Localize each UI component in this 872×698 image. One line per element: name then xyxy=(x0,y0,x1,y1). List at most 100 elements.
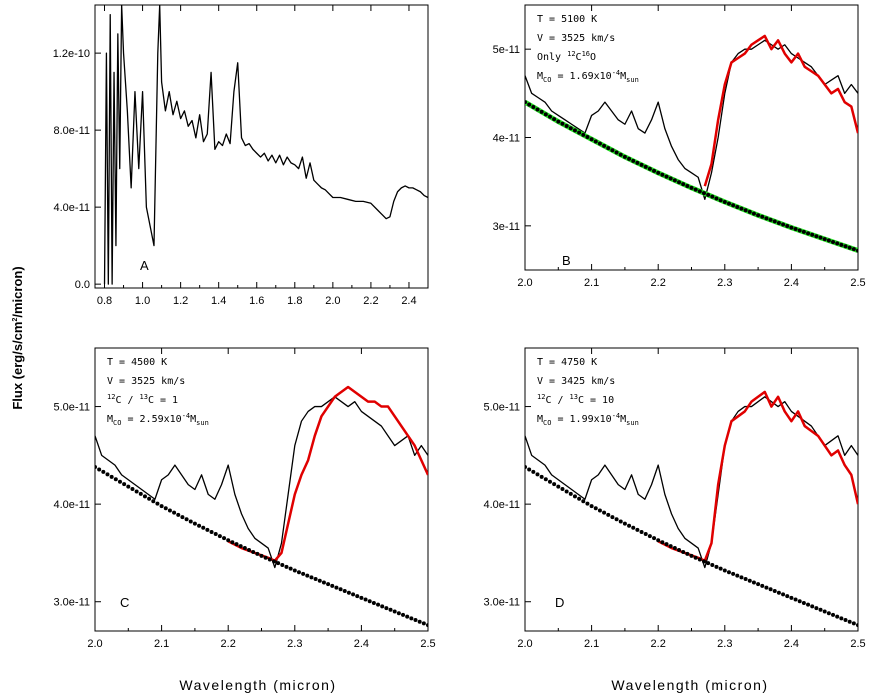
continuum-point xyxy=(826,611,831,616)
continuum-point xyxy=(639,162,644,167)
x-tick-label: 2.0 xyxy=(517,277,532,289)
continuum-point xyxy=(535,472,540,477)
continuum-point xyxy=(735,204,740,209)
annotation-mass-mid: = 1.99x10 xyxy=(551,414,611,425)
continuum-point xyxy=(751,580,756,585)
x-tick-label: 2.3 xyxy=(717,638,732,650)
continuum-point xyxy=(693,555,698,560)
continuum-point xyxy=(222,536,227,541)
continuum-point xyxy=(672,178,677,183)
x-tick-label: 2.1 xyxy=(584,638,599,650)
continuum-point xyxy=(764,216,769,221)
continuum-point xyxy=(756,582,761,587)
continuum-point xyxy=(710,194,715,199)
continuum-point xyxy=(714,564,719,569)
continuum-point xyxy=(276,561,281,566)
continuum-point xyxy=(793,597,798,602)
panel-label: D xyxy=(555,595,564,610)
continuum-point xyxy=(525,465,527,470)
continuum-point xyxy=(810,604,815,609)
continuum-point xyxy=(735,573,740,578)
continuum-point xyxy=(685,183,690,188)
continuum-point xyxy=(797,228,802,233)
continuum-point xyxy=(413,618,418,623)
continuum-point xyxy=(142,494,147,499)
y-axis-label: Flux (erg/s/cm2/micron) xyxy=(10,266,25,409)
plot-frame xyxy=(94,347,429,632)
continuum-point xyxy=(793,227,798,232)
panel-a: 0.8 1.0 1.2 1.4 1.6 1.8 2.0 2.2 2.4 0.0 4.0e-11 8.0… xyxy=(53,4,429,307)
continuum-point xyxy=(776,220,781,225)
continuum-point xyxy=(660,540,665,545)
continuum-point xyxy=(572,494,577,499)
continuum-point xyxy=(751,211,756,216)
continuum-point xyxy=(597,141,602,146)
continuum-point xyxy=(743,577,748,582)
panel-c: 2.0 2.1 2.2 2.3 2.4 2.5 3.0e-11 4.0e-11 5.0e-11 C… xyxy=(54,347,436,650)
annotation-mass-sup: -4 xyxy=(612,69,620,77)
continuum-point xyxy=(731,571,736,576)
plot-frame xyxy=(524,4,859,271)
continuum-point xyxy=(417,619,422,624)
x-tick-label: 2.2 xyxy=(363,295,378,307)
continuum-point xyxy=(622,521,627,526)
continuum-point xyxy=(426,623,428,628)
continuum-point xyxy=(635,160,640,165)
continuum-point xyxy=(768,587,773,592)
continuum-point xyxy=(739,575,744,580)
continuum-point xyxy=(806,602,811,607)
continuum-point xyxy=(677,180,682,185)
continuum-point xyxy=(801,600,806,605)
continuum-point xyxy=(338,587,343,592)
annotation-isotope-sup2: 16 xyxy=(582,50,590,58)
annotation-temperature: T = 4500 K xyxy=(107,357,167,368)
continuum-point xyxy=(826,238,831,243)
continuum-point xyxy=(564,124,569,129)
annotation-isotope-suffix: C = 1 xyxy=(148,395,178,406)
annotation-isotope-mid: C / xyxy=(115,395,139,406)
continuum-point xyxy=(321,580,326,585)
annotation-mass: MCO = 1.69x10-4Msun xyxy=(537,69,639,84)
continuum-band xyxy=(525,100,858,253)
continuum-point xyxy=(618,519,623,524)
y-tick-label: 3.0e-11 xyxy=(54,597,91,609)
continuum-point xyxy=(371,600,376,605)
continuum-point xyxy=(781,592,786,597)
annotation-isotope: 12C / 13C = 1 xyxy=(107,393,178,406)
continuum-point xyxy=(167,508,172,513)
continuum-point xyxy=(772,219,777,224)
continuum-point xyxy=(789,595,794,600)
panel-label: B xyxy=(562,253,571,268)
continuum-point xyxy=(280,563,285,568)
continuum-point xyxy=(421,621,426,626)
continuum-point xyxy=(714,196,719,201)
continuum-point xyxy=(847,619,852,624)
x-tick-label: 1.4 xyxy=(211,295,226,307)
annotation-isotope-sup2: 13 xyxy=(570,393,578,401)
panel-b: 2.0 2.1 2.2 2.3 2.4 2.5 3e-11 4e-11 5e-11 B T = 51… xyxy=(493,4,866,289)
annotation-velocity: V = 3425 km/s xyxy=(537,376,615,387)
annotation-mass-prefix: M xyxy=(537,414,543,425)
continuum-point xyxy=(226,538,231,543)
continuum-point xyxy=(789,225,794,230)
annotation-temperature: T = 5100 K xyxy=(537,14,597,25)
annotation-mass-sub: CO xyxy=(113,419,121,427)
y-tick-label: 1.2e-10 xyxy=(53,48,90,60)
continuum-point xyxy=(610,148,615,153)
y-tick-label: 0.0 xyxy=(75,279,90,291)
continuum-point xyxy=(525,100,527,105)
continuum-point xyxy=(801,229,806,234)
x-tick-label: 2.5 xyxy=(850,277,865,289)
x-tick-label: 2.5 xyxy=(850,638,865,650)
continuum-point xyxy=(326,582,331,587)
continuum-point xyxy=(722,199,727,204)
annotation-isotope-prefix: Only xyxy=(537,52,567,63)
continuum-point xyxy=(238,544,243,549)
continuum-point xyxy=(359,595,364,600)
x-axis-label-right: Wavelength (micron) xyxy=(611,677,768,693)
continuum-point xyxy=(706,561,711,566)
continuum-point xyxy=(631,525,636,530)
continuum-point xyxy=(668,176,673,181)
continuum-point xyxy=(585,501,590,506)
continuum-point xyxy=(263,555,268,560)
